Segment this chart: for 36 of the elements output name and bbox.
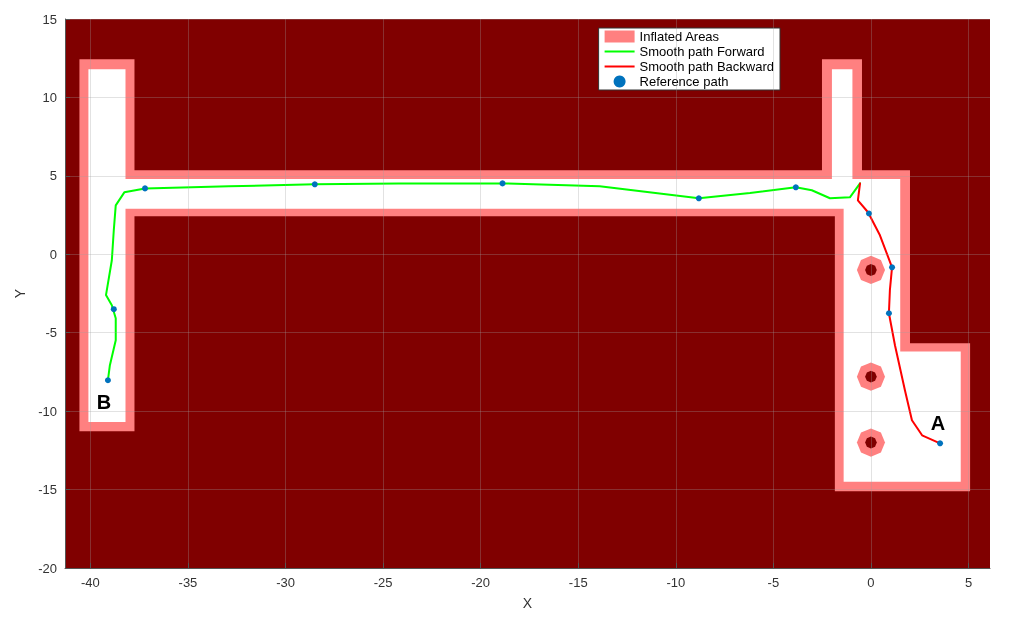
- x-axis-title: X: [522, 595, 533, 611]
- y-tick-label: -15: [38, 482, 57, 498]
- point: [311, 181, 318, 188]
- y-tick-label: 15: [42, 11, 57, 27]
- annotation: B: [96, 391, 112, 414]
- x-tick-label: 0: [867, 575, 875, 590]
- y-tick-label: -10: [38, 403, 57, 419]
- point: [695, 195, 702, 202]
- x-tick-label: -30: [276, 575, 295, 590]
- point: [885, 310, 892, 317]
- y-tick-label: 5: [49, 168, 57, 184]
- y-tick-label: -5: [45, 325, 57, 341]
- x-tick-label: -10: [666, 575, 686, 590]
- legend-label: Smooth path Forward: [639, 44, 765, 59]
- x-tick-label: -40: [80, 575, 100, 590]
- annotation: A: [930, 412, 946, 435]
- legend-label: Inflated Areas: [639, 29, 720, 44]
- legend-label: Smooth path Backward: [639, 59, 774, 74]
- x-tick-label: 5: [964, 575, 973, 590]
- point: [937, 440, 944, 447]
- point: [142, 185, 149, 192]
- x-tick-label: -15: [568, 575, 588, 590]
- y-tick-label: 0: [49, 246, 57, 262]
- x-tick-label: -25: [373, 575, 393, 590]
- x-tick-label: -5: [767, 575, 780, 590]
- point: [110, 306, 117, 313]
- point: [889, 264, 896, 271]
- y-tick-label: 10: [42, 89, 57, 105]
- x-tick-label: -35: [178, 575, 198, 590]
- point: [104, 377, 111, 384]
- legend-label: Reference path: [639, 74, 729, 89]
- point: [866, 210, 873, 217]
- y-axis-title: Y: [12, 288, 28, 299]
- point: [792, 184, 799, 191]
- y-tick-label: -20: [38, 560, 57, 576]
- x-tick-label: -20: [471, 575, 491, 590]
